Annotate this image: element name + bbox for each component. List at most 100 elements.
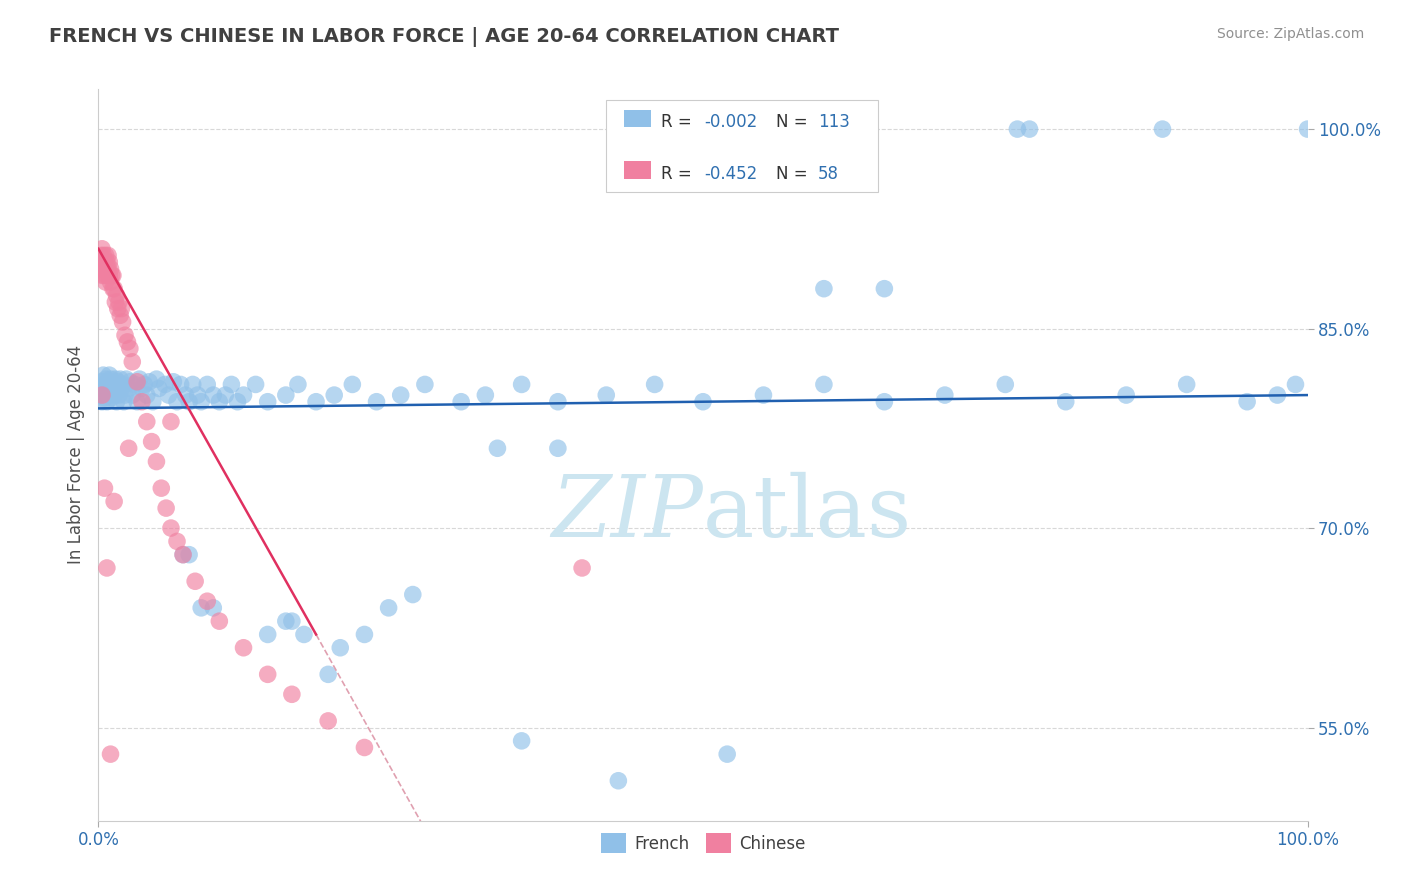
Point — [98, 388, 121, 402]
Point — [166, 534, 188, 549]
Point — [118, 375, 141, 389]
Point — [96, 268, 118, 283]
Point — [813, 377, 835, 392]
Point — [94, 372, 117, 386]
Text: FRENCH VS CHINESE IN LABOR FORCE | AGE 20-64 CORRELATION CHART: FRENCH VS CHINESE IN LABOR FORCE | AGE 2… — [49, 27, 839, 46]
Point — [190, 394, 212, 409]
Point — [195, 377, 218, 392]
Point — [450, 394, 472, 409]
Point — [90, 248, 112, 262]
FancyBboxPatch shape — [624, 110, 651, 128]
Point — [142, 394, 165, 409]
Point — [94, 248, 117, 262]
Point — [179, 548, 201, 562]
Point — [692, 394, 714, 409]
Point — [157, 388, 180, 402]
Point — [342, 377, 364, 392]
Point — [287, 377, 309, 392]
Point — [89, 255, 111, 269]
Point — [127, 394, 149, 409]
Point — [101, 381, 124, 395]
Point — [172, 548, 194, 562]
Point — [100, 372, 122, 386]
Point — [174, 388, 197, 402]
Point — [232, 640, 254, 655]
Point — [91, 368, 114, 383]
Point — [547, 442, 569, 456]
Point — [184, 574, 207, 589]
Text: Source: ZipAtlas.com: Source: ZipAtlas.com — [1216, 27, 1364, 41]
Point — [90, 261, 112, 276]
Point — [510, 734, 533, 748]
Point — [94, 275, 117, 289]
Point — [100, 275, 122, 289]
Text: 113: 113 — [818, 113, 849, 131]
Point — [110, 381, 132, 395]
Point — [1115, 388, 1137, 402]
Point — [91, 268, 114, 283]
Point — [96, 394, 118, 409]
Point — [366, 394, 388, 409]
FancyBboxPatch shape — [606, 100, 879, 192]
Point — [873, 394, 896, 409]
Point — [124, 377, 146, 392]
Point — [145, 454, 167, 468]
Point — [1267, 388, 1289, 402]
Point — [716, 747, 738, 761]
Point — [117, 334, 139, 349]
Point — [305, 394, 328, 409]
Point — [153, 377, 176, 392]
Point — [111, 377, 134, 392]
Point — [607, 773, 630, 788]
Point — [256, 667, 278, 681]
Point — [91, 394, 114, 409]
Point — [96, 378, 118, 392]
Point — [131, 394, 153, 409]
Point — [148, 381, 170, 395]
Point — [214, 388, 236, 402]
Point — [101, 268, 124, 283]
Point — [101, 282, 124, 296]
Point — [256, 627, 278, 641]
Point — [89, 388, 111, 402]
Text: R =: R = — [661, 165, 697, 183]
Point — [104, 295, 127, 310]
Point — [934, 388, 956, 402]
Point — [98, 268, 121, 283]
Point — [98, 368, 121, 383]
Point — [166, 394, 188, 409]
Point — [644, 377, 666, 392]
Point — [97, 375, 120, 389]
Point — [813, 282, 835, 296]
Point — [402, 588, 425, 602]
Point — [100, 377, 122, 392]
Point — [103, 282, 125, 296]
Point — [111, 315, 134, 329]
Point — [108, 388, 131, 402]
Text: ZIP: ZIP — [551, 472, 703, 555]
Point — [281, 687, 304, 701]
Point — [202, 600, 225, 615]
Point — [571, 561, 593, 575]
Point — [128, 372, 150, 386]
Point — [107, 375, 129, 389]
Point — [377, 600, 399, 615]
Point — [98, 255, 121, 269]
Point — [274, 614, 297, 628]
Point — [1236, 394, 1258, 409]
Point — [105, 377, 128, 392]
Point — [105, 288, 128, 302]
Point — [97, 261, 120, 276]
Point — [179, 394, 201, 409]
Point — [323, 388, 346, 402]
Point — [221, 377, 243, 392]
Point — [93, 255, 115, 269]
Y-axis label: In Labor Force | Age 20-64: In Labor Force | Age 20-64 — [66, 345, 84, 565]
Point — [103, 388, 125, 402]
Point — [94, 261, 117, 276]
Point — [292, 627, 315, 641]
Point — [100, 747, 122, 761]
Point — [100, 261, 122, 276]
Point — [100, 391, 122, 405]
Point — [108, 295, 131, 310]
